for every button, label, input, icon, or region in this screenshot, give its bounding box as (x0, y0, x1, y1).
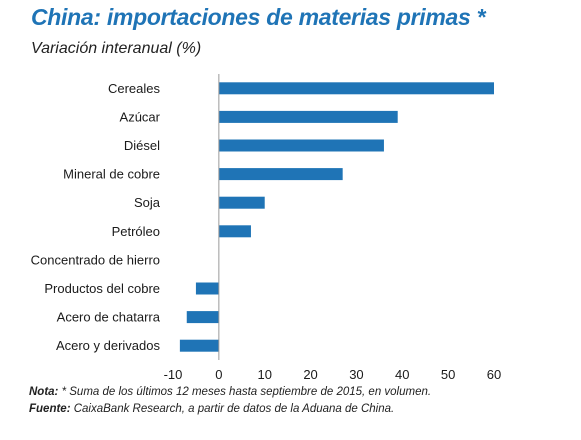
bar (218, 82, 494, 95)
source-text: CaixaBank Research, a partir de datos de… (70, 403, 395, 415)
x-tick-label: 60 (487, 367, 501, 382)
chart-title: China: importaciones de materias primas … (31, 4, 486, 30)
x-tick-label: 30 (349, 367, 363, 382)
bar (218, 168, 343, 181)
bar (186, 311, 219, 324)
category-label: Concentrado de hierro (31, 252, 160, 267)
bar (218, 139, 384, 152)
source-label: Fuente: (29, 403, 71, 415)
note-text: * Suma de los últimos 12 meses hasta sep… (58, 386, 432, 398)
category-label: Acero y derivados (56, 338, 161, 353)
x-tick-label: -10 (164, 367, 183, 382)
source-line: Fuente: CaixaBank Research, a partir de … (29, 401, 431, 418)
bar (218, 196, 265, 209)
x-tick-label: 40 (395, 367, 409, 382)
category-label: Cereales (108, 81, 161, 96)
bar (218, 225, 251, 238)
bar (218, 110, 398, 123)
category-label: Azúcar (120, 109, 161, 124)
category-label: Soja (134, 195, 161, 210)
chart-notes: Nota: * Suma de los últimos 12 meses has… (29, 384, 431, 418)
chart-subtitle: Variación interanual (%) (31, 40, 202, 57)
category-label: Diésel (124, 138, 160, 153)
x-tick-label: 20 (303, 367, 317, 382)
note-label: Nota: (29, 386, 59, 398)
bar (195, 282, 219, 295)
bar (179, 339, 219, 352)
category-label: Acero de chatarra (57, 310, 161, 325)
x-tick-label: 0 (215, 367, 222, 382)
category-label: Productos del cobre (44, 281, 160, 296)
x-tick-label: 10 (257, 367, 271, 382)
note-line: Nota: * Suma de los últimos 12 meses has… (29, 384, 431, 401)
category-label: Petróleo (112, 224, 160, 239)
category-label: Mineral de cobre (63, 167, 160, 182)
x-tick-label: 50 (441, 367, 455, 382)
